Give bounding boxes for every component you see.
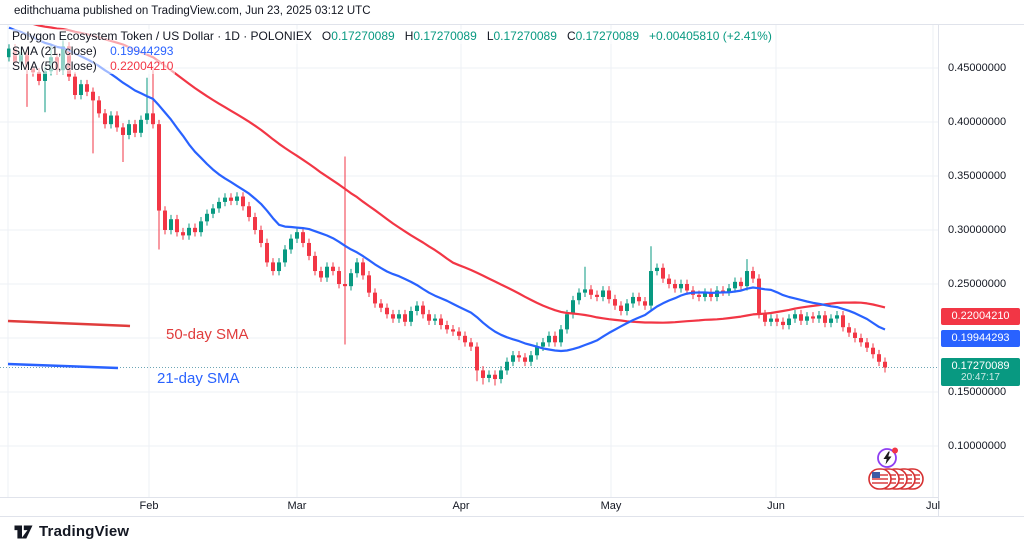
- time-axis-divider: [0, 497, 938, 498]
- sma-annotation-label: 21-day SMA: [157, 370, 240, 387]
- header-divider: [0, 24, 1024, 25]
- time-axis-label: Jul: [925, 500, 941, 512]
- chart-legend: Polygon Ecosystem Token / US Dollar · 1D…: [10, 29, 774, 74]
- price-badge: 0.22004210: [941, 307, 1020, 325]
- countdown-timer: 20:47:17: [961, 372, 1000, 384]
- price-badge: 0.19944293: [941, 330, 1020, 348]
- footer: TradingView: [0, 517, 1024, 548]
- legend-sma21-row[interactable]: SMA (21, close) 0.19944293: [10, 44, 176, 59]
- time-axis[interactable]: Feb Mar Apr May Jun Jul: [0, 497, 941, 516]
- low-value: 0.17270089: [493, 29, 557, 43]
- time-axis-label: Mar: [287, 500, 307, 512]
- time-axis-label: Apr: [452, 500, 470, 512]
- time-axis-label: Jun: [767, 500, 785, 512]
- axis-divider: [938, 24, 939, 516]
- time-axis-label: May: [600, 500, 622, 512]
- flags-button[interactable]: [868, 466, 924, 492]
- legend-sma50-row[interactable]: SMA (50, close) 0.22004210: [10, 59, 176, 74]
- boost-button[interactable]: [875, 444, 901, 470]
- change-value: +0.00405810 (+2.41%): [649, 29, 772, 43]
- sma50-value: 0.22004210: [110, 59, 174, 73]
- price-badge: 0.17270089 20:47:17: [941, 358, 1020, 387]
- price-axis[interactable]: 0.45000000 0.40000000 0.35000000 0.30000000…: [939, 25, 1024, 497]
- price-axis-label: 0.25000000: [948, 278, 1007, 290]
- price-axis-label: 0.30000000: [948, 224, 1007, 236]
- sma-annotation-line: [7, 319, 131, 328]
- lightning-bolt-badge-icon: [877, 447, 898, 468]
- stacked-us-flag-pills-icon: [868, 468, 924, 490]
- price-axis-label: 0.15000000: [948, 386, 1007, 398]
- sma21-line: [8, 26, 886, 353]
- brand-name: TradingView: [39, 523, 130, 540]
- sma21-label: SMA (21, close): [12, 44, 97, 58]
- tradingview-logo[interactable]: TradingView: [14, 523, 129, 540]
- price-axis-label: 0.10000000: [948, 440, 1007, 452]
- price-chart-canvas[interactable]: [0, 25, 938, 497]
- open-value: 0.17270089: [331, 29, 395, 43]
- sma21-value: 0.19944293: [110, 44, 174, 58]
- legend-symbol-row[interactable]: Polygon Ecosystem Token / US Dollar · 1D…: [10, 29, 774, 44]
- publish-attribution: edithchuama published on TradingView.com…: [14, 5, 371, 17]
- high-value: 0.17270089: [413, 29, 477, 43]
- tradingview-logo-mark: [14, 525, 33, 538]
- time-axis-label: Feb: [139, 500, 159, 512]
- sma-annotation-label: 50-day SMA: [166, 326, 249, 343]
- footer-divider: [0, 516, 1024, 517]
- sma-annotation-line: [7, 362, 119, 370]
- symbol-title: Polygon Ecosystem Token / US Dollar · 1D…: [12, 29, 312, 43]
- price-axis-label: 0.35000000: [948, 170, 1007, 182]
- price-axis-label: 0.40000000: [948, 116, 1007, 128]
- price-axis-label: 0.45000000: [948, 62, 1007, 74]
- sma50-label: SMA (50, close): [12, 59, 97, 73]
- close-value: 0.17270089: [575, 29, 640, 43]
